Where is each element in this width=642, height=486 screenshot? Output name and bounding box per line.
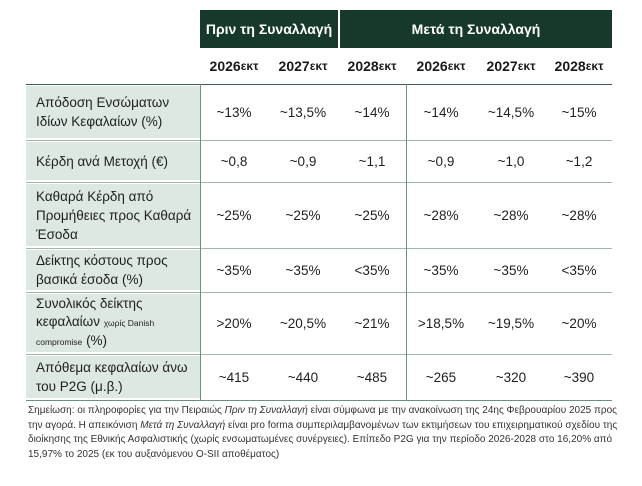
cell: ~440 <box>287 369 319 385</box>
year-col-3: 2028 εκτ <box>347 58 397 74</box>
row-divider <box>26 248 612 249</box>
cell: >20% <box>216 315 252 331</box>
cell: ~19,5% <box>487 315 535 331</box>
cell: ~13% <box>216 104 252 120</box>
year-col-1: 2026 εκτ <box>209 58 259 74</box>
cell: ~14% <box>354 104 390 120</box>
cell: ~21% <box>354 315 390 331</box>
row-label: Συνολικός δείκτης κεφαλαίων χωρίς Danish… <box>26 294 200 352</box>
table-row: Απόθεμα κεφαλαίων άνω του P2G (μ.β.) ~415… <box>26 356 612 398</box>
table-row: Καθαρά Κέρδη από Προμήθειες προς Καθαρά Έσ… <box>26 184 612 246</box>
row-label: Απόδοση Ενσώματων Ιδίων Κεφαλαίων (%) <box>26 86 200 138</box>
cell: ~485 <box>356 369 388 385</box>
cell: ~415 <box>218 369 250 385</box>
row-divider <box>26 400 612 401</box>
year-col-4: 2026 εκτ <box>416 58 466 74</box>
cell: ~265 <box>425 369 457 385</box>
cell: ~14,5% <box>487 104 535 120</box>
table-row: Απόδοση Ενσώματων Ιδίων Κεφαλαίων (%) ~13… <box>26 86 612 138</box>
cell: ~20,5% <box>279 315 327 331</box>
row-divider <box>26 84 612 85</box>
cell: ~20% <box>561 315 597 331</box>
cell: ~0,9 <box>427 153 455 169</box>
cell: ~28% <box>423 207 459 223</box>
cell: ~0,8 <box>220 153 248 169</box>
cell: ~1,2 <box>565 153 593 169</box>
table-row: Δείκτης κόστους προς βασικά έσοδα (%) ~35… <box>26 250 612 290</box>
cell: ~35% <box>423 262 459 278</box>
column-divider <box>406 84 407 400</box>
row-label: Καθαρά Κέρδη από Προμήθειες προς Καθαρά Έσ… <box>26 184 200 246</box>
cell: ~28% <box>493 207 529 223</box>
header-before: Πριν τη Συναλλαγή <box>200 10 338 48</box>
cell: <35% <box>354 262 390 278</box>
cell: ~13,5% <box>279 104 327 120</box>
row-divider <box>26 182 612 183</box>
table-row: Κέρδη ανά Μετοχή (€) ~0,8 ~0,9 ~1,1 ~0,9… <box>26 142 612 180</box>
year-col-2: 2027 εκτ <box>278 58 328 74</box>
cell: ~14% <box>423 104 459 120</box>
cell: <35% <box>561 262 597 278</box>
column-divider <box>200 84 201 400</box>
cell: ~15% <box>561 104 597 120</box>
cell: ~390 <box>563 369 595 385</box>
row-label: Δείκτης κόστους προς βασικά έσοδα (%) <box>26 250 200 290</box>
cell: ~35% <box>493 262 529 278</box>
cell: ~1,0 <box>497 153 525 169</box>
cell: ~25% <box>285 207 321 223</box>
cell: ~35% <box>216 262 252 278</box>
cell: ~28% <box>561 207 597 223</box>
cell: ~25% <box>354 207 390 223</box>
year-col-5: 2027 εκτ <box>486 58 536 74</box>
header-after: Μετά τη Συναλλαγή <box>340 10 612 48</box>
cell: ~35% <box>285 262 321 278</box>
footnote: Σημείωση: οι πληροφορίες για την Πειραιώ… <box>28 405 618 460</box>
row-divider <box>26 354 612 355</box>
cell: >18,5% <box>417 315 465 331</box>
cell: ~320 <box>495 369 527 385</box>
row-label: Απόθεμα κεφαλαίων άνω του P2G (μ.β.) <box>26 356 200 398</box>
year-col-6: 2028 εκτ <box>554 58 604 74</box>
cell: ~25% <box>216 207 252 223</box>
row-label: Κέρδη ανά Μετοχή (€) <box>26 142 200 180</box>
cell: ~0,9 <box>289 153 317 169</box>
cell: ~1,1 <box>358 153 386 169</box>
row-divider <box>26 292 612 293</box>
table-row: Συνολικός δείκτης κεφαλαίων χωρίς Danish… <box>26 294 612 352</box>
row-divider <box>26 140 612 141</box>
year-header-row: 2026 εκτ 2027 εκτ 2028 εκτ 2026 εκτ 2027 εκτ … <box>200 48 612 84</box>
